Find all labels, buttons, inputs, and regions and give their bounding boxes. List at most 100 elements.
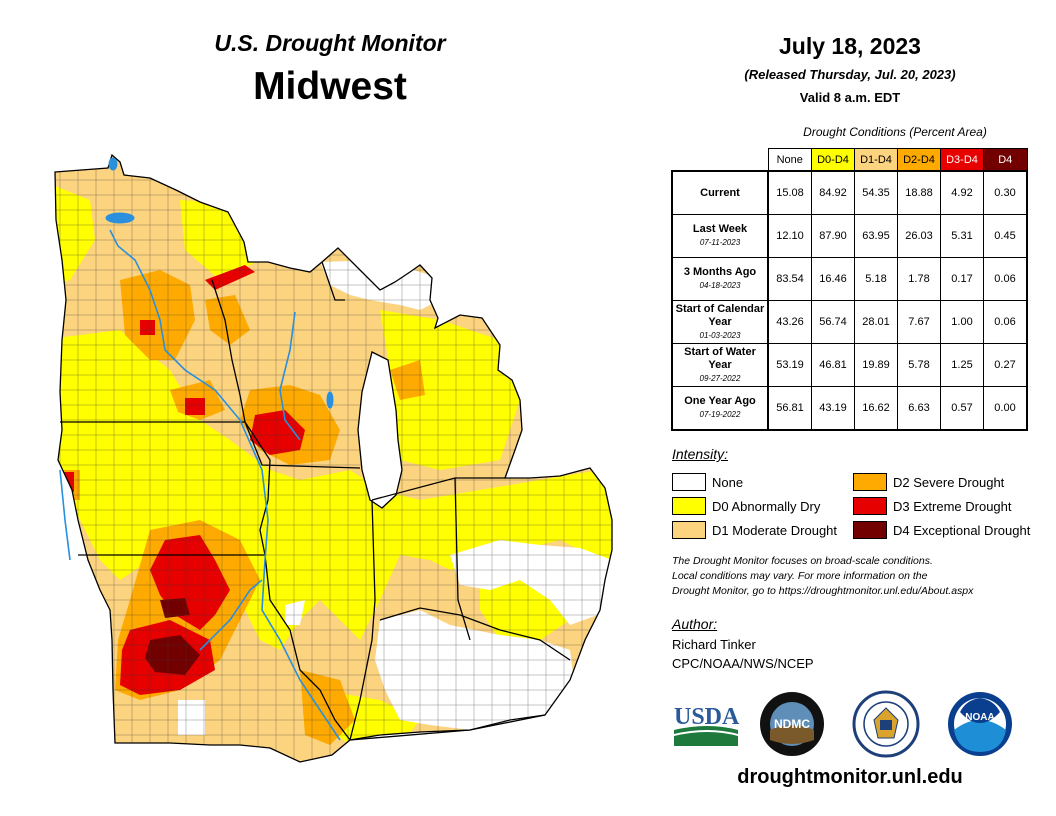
table-row: 3 Months Ago 04-18-2023 83.54 16.46 5.18 1.78…	[671, 257, 1028, 301]
table-row: One Year Ago 07-19-2022 56.81 43.19 16.62 6.6…	[671, 386, 1028, 431]
table-cell: 6.63	[897, 386, 941, 431]
table-cell: 5.18	[854, 257, 898, 301]
row-date: 09-27-2022	[699, 373, 741, 383]
table-cell: 1.78	[897, 257, 941, 301]
row-label-text: Start of Calendar Year	[675, 302, 765, 328]
col-d2-d4: D2-D4	[897, 148, 941, 172]
noaa-logo-icon: NOAA	[948, 692, 1012, 756]
release-date: (Released Thursday, Jul. 20, 2023)	[744, 67, 956, 82]
row-label-text: Start of Water Year	[684, 345, 756, 371]
table-cell: 28.01	[854, 300, 898, 344]
col-d4: D4	[983, 148, 1028, 172]
legend-col-2: D2 Severe Drought D3 Extreme Drought D4 …	[853, 470, 1043, 542]
author-name: Richard Tinker	[672, 637, 756, 652]
monitor-note: The Drought Monitor focuses on broad-sca…	[672, 555, 974, 597]
region-title: Midwest	[253, 65, 407, 108]
table-cell: 0.00	[983, 386, 1028, 431]
table-cell: 0.17	[940, 257, 984, 301]
table-cell: 15.08	[767, 170, 812, 215]
ndmc-logo-text: NDMC	[774, 717, 810, 731]
author-org: CPC/NOAA/NWS/NCEP	[672, 656, 814, 671]
row-label-text: Last Week	[692, 223, 748, 235]
ndmc-logo-icon: NDMC	[760, 692, 824, 756]
table-cell: 84.92	[811, 170, 855, 215]
legend-col-1: None D0 Abnormally Dry D1 Moderate Droug…	[672, 470, 862, 542]
legend-swatch	[853, 473, 887, 491]
table-cell: 5.31	[940, 214, 984, 258]
table-cell: 0.06	[983, 300, 1028, 344]
legend-item-d3: D3 Extreme Drought	[853, 494, 1043, 518]
table-cell: 12.10	[767, 214, 812, 258]
row-label: Current	[671, 170, 769, 215]
row-label: 3 Months Ago 04-18-2023	[671, 257, 769, 301]
table-cell: 16.62	[854, 386, 898, 431]
table-header-row: None D0-D4 D1-D4 D2-D4 D3-D4 D4	[672, 148, 1028, 172]
usda-logo-icon: USDA	[674, 704, 740, 746]
table-cell: 5.78	[897, 343, 941, 387]
map-date: July 18, 2023	[779, 33, 921, 59]
row-date: 01-03-2023	[699, 330, 741, 340]
table-cell: 1.00	[940, 300, 984, 344]
doc-seal-icon	[852, 690, 920, 758]
table-row: Current 15.08 84.92 54.35 18.88 4.92 0.30	[671, 170, 1028, 215]
legend-swatch	[672, 497, 706, 515]
table-cell: 19.89	[854, 343, 898, 387]
table-cell: 0.57	[940, 386, 984, 431]
table-row: Start of Calendar Year 01-03-2023 43.26 56.…	[671, 300, 1028, 344]
lakes	[105, 157, 334, 409]
usda-logo-text: USDA	[674, 704, 740, 730]
table-cell: 4.92	[940, 170, 984, 215]
table-cell: 54.35	[854, 170, 898, 215]
state-boundaries	[54, 153, 613, 763]
legend-swatch	[853, 497, 887, 515]
table-cell: 7.67	[897, 300, 941, 344]
col-d1-d4: D1-D4	[854, 148, 898, 172]
row-label: One Year Ago 07-19-2022	[671, 386, 769, 431]
drought-map	[54, 153, 613, 763]
legend-item-d1: D1 Moderate Drought	[672, 518, 862, 542]
legend-item-d4: D4 Exceptional Drought	[853, 518, 1043, 542]
legend-swatch	[672, 473, 706, 491]
valid-time: Valid 8 a.m. EDT	[799, 90, 901, 105]
legend-item-d0: D0 Abnormally Dry	[672, 494, 862, 518]
conditions-title: Drought Conditions (Percent Area)	[803, 125, 987, 139]
col-d3-d4: D3-D4	[940, 148, 984, 172]
legend-item-none: None	[672, 470, 862, 494]
col-d0-d4: D0-D4	[811, 148, 855, 172]
row-label: Last Week 07-11-2023	[671, 214, 769, 258]
table-row: Last Week 07-11-2023 12.10 87.90 63.95 26.03 5…	[671, 214, 1028, 258]
row-label-text: Current	[700, 186, 740, 199]
table-cell: 18.88	[897, 170, 941, 215]
rivers	[59, 229, 341, 741]
row-label-text: One Year Ago	[684, 395, 756, 407]
table-cell: 1.25	[940, 343, 984, 387]
intensity-title: Intensity:	[672, 446, 729, 462]
table-cell: 43.19	[811, 386, 855, 431]
noaa-logo-text: NOAA	[965, 712, 994, 723]
table-row: Start of Water Year 09-27-2022 53.19 46.81 1…	[671, 343, 1028, 387]
table-cell: 63.95	[854, 214, 898, 258]
row-date: 04-18-2023	[699, 281, 741, 290]
col-none: None	[767, 148, 812, 172]
drought-conditions-table: None D0-D4 D1-D4 D2-D4 D3-D4 D4 Current 1…	[671, 148, 1028, 431]
row-date: 07-11-2023	[699, 238, 741, 247]
drought-zones	[55, 155, 612, 762]
table-cell: 83.54	[767, 257, 812, 301]
table-cell: 0.06	[983, 257, 1028, 301]
table-cell: 56.81	[767, 386, 812, 431]
table-cell: 87.90	[811, 214, 855, 258]
legend-item-d2: D2 Severe Drought	[853, 470, 1043, 494]
row-label: Start of Calendar Year 01-03-2023	[671, 300, 769, 344]
website-link[interactable]: droughtmonitor.unl.edu	[737, 766, 963, 788]
row-label: Start of Water Year 09-27-2022	[671, 343, 769, 387]
table-cell: 0.45	[983, 214, 1028, 258]
table-cell: 53.19	[767, 343, 812, 387]
legend-swatch	[672, 521, 706, 539]
table-cell: 56.74	[811, 300, 855, 344]
row-date: 07-19-2022	[699, 410, 741, 419]
table-cell: 43.26	[767, 300, 812, 344]
row-label-text: 3 Months Ago	[683, 266, 757, 278]
monitor-title: U.S. Drought Monitor	[214, 30, 446, 56]
author-title: Author:	[672, 616, 718, 632]
table-cell: 46.81	[811, 343, 855, 387]
